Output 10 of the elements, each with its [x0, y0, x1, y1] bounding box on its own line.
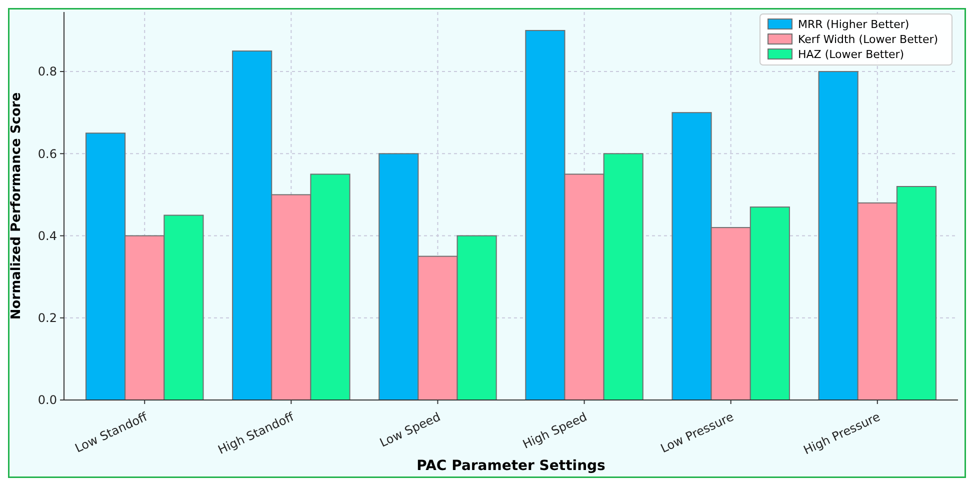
y-tick-label: 0.6: [38, 146, 57, 161]
y-tick-label: 0.0: [38, 393, 57, 408]
legend-label: Kerf Width (Lower Better): [798, 32, 938, 46]
y-tick-label: 0.8: [38, 64, 57, 79]
y-tick-label: 0.2: [38, 311, 57, 326]
legend-label: HAZ (Lower Better): [798, 48, 904, 61]
legend-label: MRR (Higher Better): [798, 18, 910, 31]
y-tick-label: 0.4: [38, 228, 57, 243]
y-axis-title: Normalized Performance Score: [9, 92, 24, 320]
x-axis-title: PAC Parameter Settings: [416, 458, 606, 474]
